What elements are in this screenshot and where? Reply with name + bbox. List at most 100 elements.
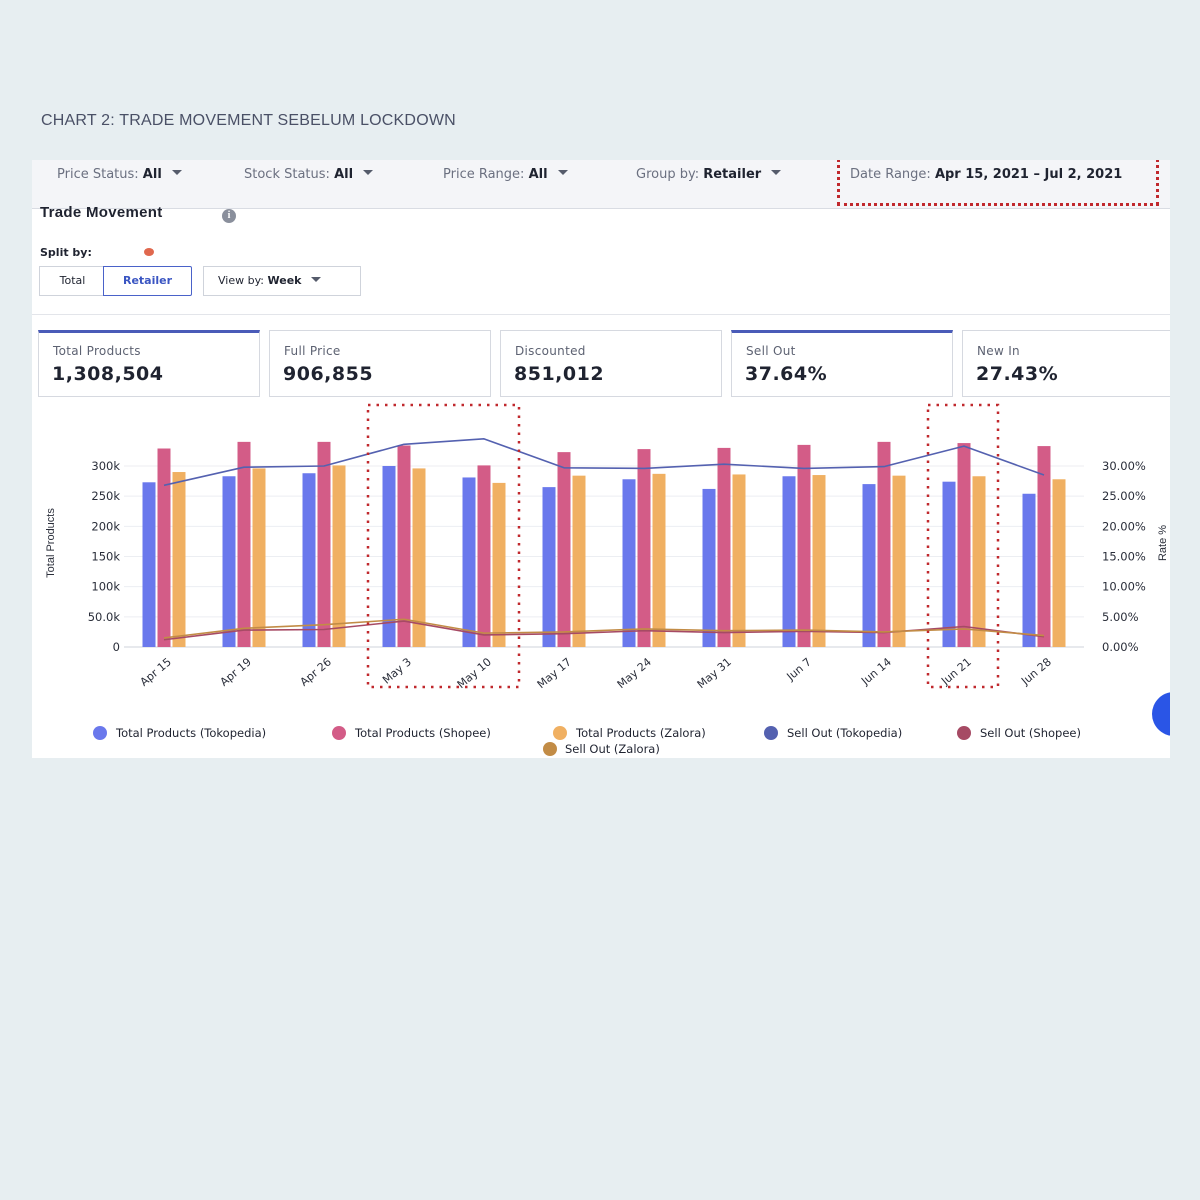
kpi-value: 851,012 bbox=[514, 363, 605, 385]
kpi-value: 1,308,504 bbox=[52, 363, 164, 385]
legend-label: Total Products (Shopee) bbox=[354, 726, 491, 740]
legend-label: Total Products (Zalora) bbox=[575, 726, 706, 740]
bar-zalora bbox=[972, 476, 986, 647]
bar-shopee bbox=[557, 452, 571, 647]
legend-marker bbox=[332, 726, 346, 740]
info-icon[interactable]: i bbox=[222, 209, 236, 223]
bar-shopee bbox=[957, 443, 971, 647]
y-tick-label: 100k bbox=[91, 580, 120, 594]
legend-marker bbox=[553, 726, 567, 740]
legend-marker bbox=[764, 726, 778, 740]
bar-zalora bbox=[652, 473, 666, 647]
legend-marker bbox=[957, 726, 971, 740]
view-by-dropdown[interactable]: View by: Week bbox=[203, 266, 361, 296]
bar-zalora bbox=[252, 468, 266, 647]
bar-shopee bbox=[237, 441, 251, 647]
y-tick-label: 250k bbox=[91, 489, 120, 503]
bar-zalora bbox=[572, 475, 586, 647]
section-title: Trade Movement bbox=[40, 204, 163, 221]
bar-zalora bbox=[412, 468, 426, 647]
kpi-value: 27.43% bbox=[976, 363, 1059, 385]
bar-tokopedia bbox=[222, 476, 236, 647]
bar-tokopedia bbox=[382, 466, 396, 647]
kpi-label: Total Products bbox=[53, 344, 141, 358]
kpi-card-sell-out[interactable]: Sell Out 37.64% bbox=[731, 330, 953, 397]
y-tick-label: 0 bbox=[113, 640, 120, 654]
y-right-tick-label: 30.00% bbox=[1102, 459, 1146, 473]
x-tick-label: Jun 14 bbox=[858, 655, 894, 688]
x-tick-label: Apr 19 bbox=[218, 655, 254, 688]
bar-zalora bbox=[172, 472, 186, 647]
bar-zalora bbox=[732, 474, 746, 647]
bar-tokopedia bbox=[862, 484, 876, 647]
y-right-tick-label: 20.00% bbox=[1102, 519, 1146, 533]
x-tick-label: Apr 15 bbox=[138, 655, 174, 688]
filter-group-by[interactable]: Group by: Retailer bbox=[636, 160, 782, 190]
bar-tokopedia bbox=[1022, 493, 1036, 647]
bar-tokopedia bbox=[302, 473, 316, 647]
bar-shopee bbox=[157, 448, 171, 647]
filter-price-range[interactable]: Price Range: All bbox=[443, 160, 568, 190]
filter-value: All bbox=[334, 167, 354, 182]
bar-tokopedia bbox=[942, 481, 956, 647]
kpi-card-discounted[interactable]: Discounted 851,012 bbox=[500, 330, 722, 397]
filter-value: Retailer bbox=[703, 167, 762, 182]
kpi-label: Discounted bbox=[515, 344, 586, 358]
date-range-highlight bbox=[837, 160, 1159, 206]
y-right-tick-label: 15.00% bbox=[1102, 550, 1146, 564]
filter-date-range[interactable]: Date Range: Apr 15, 2021 – Jul 2, 2021 bbox=[850, 160, 1122, 190]
split-retailer-button[interactable]: Retailer bbox=[103, 266, 192, 296]
y-axis-title: Total Products bbox=[45, 508, 57, 578]
divider bbox=[32, 314, 1170, 315]
kpi-card-full-price[interactable]: Full Price 906,855 bbox=[269, 330, 491, 397]
y-right-axis-title: Rate % bbox=[1157, 525, 1169, 561]
bar-zalora bbox=[332, 465, 346, 647]
kpi-card-total-products[interactable]: Total Products 1,308,504 bbox=[38, 330, 260, 397]
filter-value: All bbox=[528, 167, 548, 182]
bar-shopee bbox=[317, 441, 331, 647]
filter-value: All bbox=[142, 167, 162, 182]
caret-down-icon bbox=[311, 276, 322, 282]
page-heading: CHART 2: TRADE MOVEMENT SEBELUM LOCKDOWN bbox=[41, 112, 456, 129]
y-tick-label: 50.0k bbox=[88, 610, 121, 624]
y-right-tick-label: 10.00% bbox=[1102, 580, 1146, 594]
filter-stock-status[interactable]: Stock Status: All bbox=[244, 160, 374, 190]
x-tick-label: Jun 21 bbox=[938, 655, 974, 688]
caret-down-icon bbox=[363, 170, 374, 175]
x-tick-label: Apr 26 bbox=[298, 655, 334, 688]
trade-movement-panel: Price Status: All Stock Status: All Pric… bbox=[32, 160, 1170, 758]
caret-down-icon bbox=[771, 170, 782, 175]
status-dot bbox=[144, 248, 154, 256]
kpi-label: New In bbox=[977, 344, 1020, 358]
legend-marker bbox=[93, 726, 107, 740]
legend-marker bbox=[543, 742, 557, 756]
filter-value: Apr 15, 2021 – Jul 2, 2021 bbox=[934, 167, 1123, 182]
filter-price-status[interactable]: Price Status: All bbox=[57, 160, 182, 190]
legend-label: Sell Out (Zalora) bbox=[565, 742, 660, 756]
y-tick-label: 300k bbox=[91, 459, 120, 473]
bar-zalora bbox=[492, 482, 506, 647]
view-by-label: View by: bbox=[218, 274, 264, 287]
kpi-card-new-in[interactable]: New In 27.43% bbox=[962, 330, 1170, 397]
split-total-button[interactable]: Total bbox=[39, 266, 105, 296]
x-tick-label: May 17 bbox=[535, 655, 574, 691]
y-tick-label: 150k bbox=[91, 550, 120, 564]
x-tick-label: Jun 28 bbox=[1018, 655, 1054, 688]
highlight-box bbox=[926, 403, 1000, 689]
kpi-value: 906,855 bbox=[283, 363, 374, 385]
filter-label: Group by: bbox=[636, 167, 700, 182]
filter-bar: Price Status: All Stock Status: All Pric… bbox=[32, 160, 1170, 209]
bar-zalora bbox=[1052, 479, 1066, 647]
bar-shopee bbox=[397, 445, 411, 647]
kpi-label: Sell Out bbox=[746, 344, 796, 358]
x-tick-label: May 24 bbox=[615, 655, 654, 691]
bar-tokopedia bbox=[782, 476, 796, 647]
y-right-tick-label: 25.00% bbox=[1102, 489, 1146, 503]
legend-label: Sell Out (Tokopedia) bbox=[787, 726, 902, 740]
x-tick-label: May 3 bbox=[380, 655, 414, 686]
caret-down-icon bbox=[171, 170, 182, 175]
floating-action-button[interactable] bbox=[1152, 692, 1170, 736]
bar-shopee bbox=[1037, 446, 1051, 647]
y-right-tick-label: 5.00% bbox=[1102, 610, 1139, 624]
bar-zalora bbox=[892, 475, 906, 647]
